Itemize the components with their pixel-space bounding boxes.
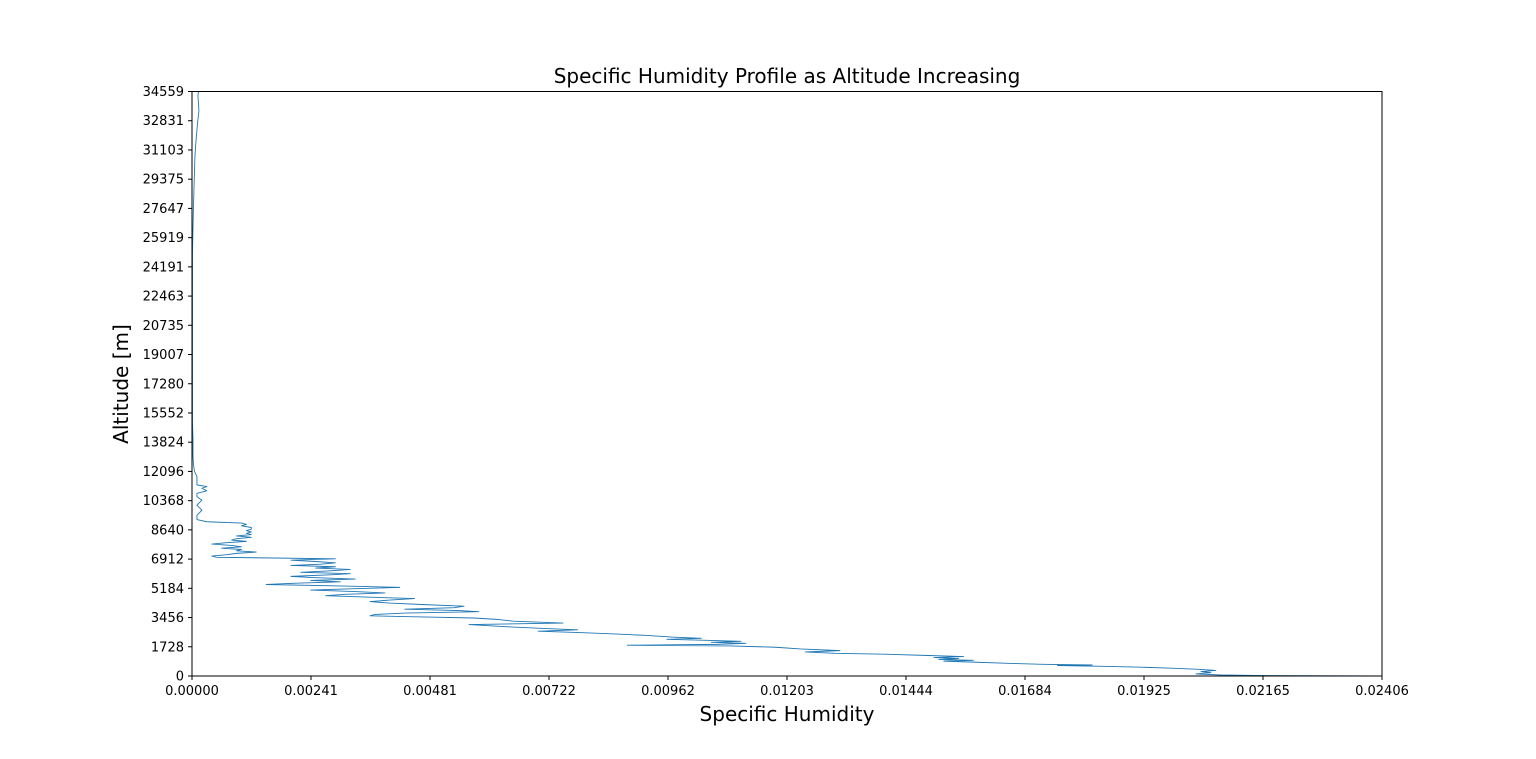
y-tick-label: 10368 [143,494,184,509]
x-tick-label: 0.02406 [1355,684,1409,699]
series-line-specific-humidity [192,91,1383,677]
y-tick-label: 20735 [143,319,184,334]
y-tick-label: 31103 [143,143,184,158]
x-tick-label: 0.00481 [403,684,457,699]
x-tick-label: 0.00000 [165,684,219,699]
x-tick-label: 0.02165 [1236,684,1290,699]
x-tick-label: 0.00241 [284,684,338,699]
y-tick-label: 8640 [151,523,184,538]
y-tick-label: 5184 [151,582,184,597]
x-tick-label: 0.01203 [760,684,814,699]
y-axis: 0 1728 3456 5184 6912 8640 10368 12096 13824 1555… [143,85,192,685]
x-tick-label: 0.01684 [998,684,1052,699]
y-tick-label: 6912 [151,553,184,568]
y-tick-label: 15552 [143,406,184,421]
x-tick-label: 0.00722 [522,684,576,699]
y-tick-label: 22463 [143,290,184,305]
y-tick-label: 19007 [143,348,184,363]
x-tick-label: 0.00962 [641,684,695,699]
x-axis-label: Specific Humidity [700,702,875,726]
y-tick-label: 0 [176,670,184,685]
y-tick-label: 12096 [143,465,184,480]
y-tick-label: 24191 [143,260,184,275]
y-tick-label: 34559 [143,85,184,100]
y-tick-label: 13824 [143,436,184,451]
y-tick-label: 27647 [143,202,184,217]
y-tick-label: 17280 [143,377,184,392]
x-tick-label: 0.01925 [1117,684,1171,699]
y-tick-label: 25919 [143,231,184,246]
y-tick-label: 32831 [143,114,184,129]
x-tick-label: 0.01444 [879,684,933,699]
y-tick-label: 3456 [151,611,184,626]
y-tick-label: 1728 [151,640,184,655]
chart-title: Specific Humidity Profile as Altitude In… [554,64,1021,88]
y-axis-label: Altitude [m] [109,324,133,444]
y-tick-label: 29375 [143,173,184,188]
x-axis: 0.00000 0.00241 0.00481 0.00722 0.00962 0.012… [165,676,1409,699]
